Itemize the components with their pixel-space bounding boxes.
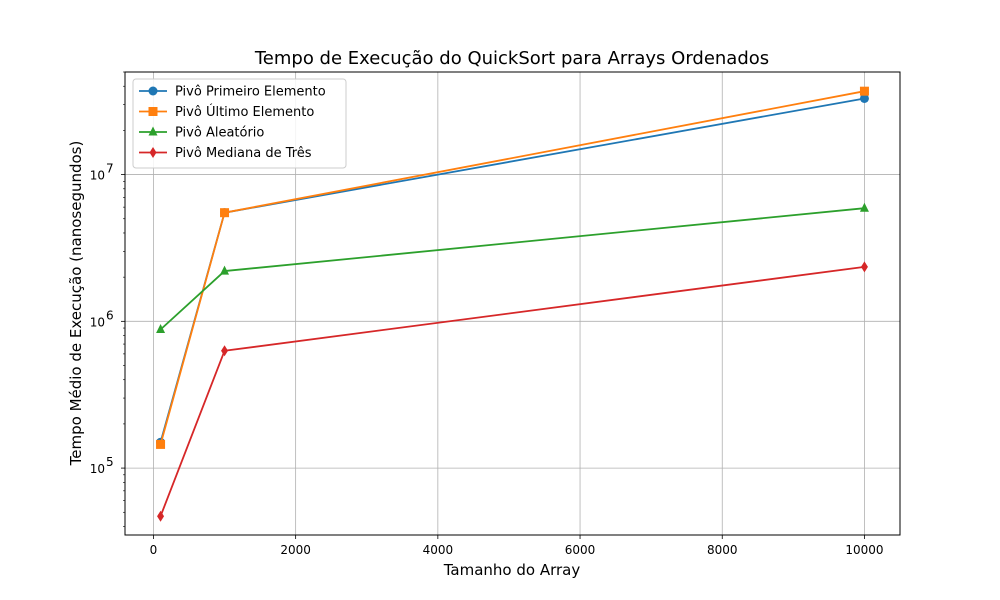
y-tick-base: 10 <box>90 169 105 183</box>
data-point-square <box>156 439 166 449</box>
x-axis-label: Tamanho do Array <box>443 561 581 579</box>
series-lines <box>156 86 869 522</box>
data-point-diamond <box>221 345 229 357</box>
legend-label: Pivô Aleatório <box>175 126 264 141</box>
legend-label: Pivô Último Elemento <box>175 104 314 120</box>
x-tick-label: 2000 <box>280 543 311 557</box>
x-tick-label: 10000 <box>845 543 883 557</box>
y-tick-label: 10 <box>90 169 105 183</box>
data-point-square <box>220 208 230 218</box>
x-tick-label: 4000 <box>423 543 454 557</box>
y-tick-base: 10 <box>90 462 105 476</box>
plot-frame <box>124 71 901 536</box>
y-tick-exponent: 6 <box>106 308 114 322</box>
legend-item: Pivô Mediana de Três <box>139 146 312 161</box>
y-tick-label: 10 <box>90 315 105 329</box>
series-3 <box>156 202 869 333</box>
legend-item: Pivô Aleatório <box>139 126 264 141</box>
legend-label: Pivô Mediana de Três <box>175 146 312 161</box>
y-axis-label: Tempo Médio de Execução (nanosegundos) <box>67 141 85 467</box>
series-4 <box>157 261 868 522</box>
data-point-square <box>859 86 869 96</box>
series-line <box>159 207 865 331</box>
legend-item: Pivô Último Elemento <box>139 104 314 120</box>
y-tick-label: 10 <box>90 462 105 476</box>
x-axis-ticks: 0 2000 4000 6000 8000 10000 <box>150 535 884 557</box>
data-point-square <box>148 107 158 116</box>
y-tick-exponent: 7 <box>106 162 114 176</box>
data-point-diamond <box>157 510 165 522</box>
data-point-triangle <box>148 126 158 136</box>
legend-label: Pivô Primeiro Elemento <box>175 85 326 100</box>
data-point-diamond <box>860 261 868 273</box>
y-tick-exponent: 5 <box>106 455 114 469</box>
y-tick-base: 10 <box>90 315 105 329</box>
legend: Pivô Primeiro Elemento Pivô Último Elemen… <box>132 78 347 169</box>
chart-title: Tempo de Execução do QuickSort para Arra… <box>254 48 769 69</box>
legend-item: Pivô Primeiro Elemento <box>139 85 326 100</box>
data-point-circle <box>148 86 158 96</box>
x-tick-label: 0 <box>150 543 158 557</box>
series-line <box>159 265 865 517</box>
data-point-triangle <box>220 265 230 275</box>
x-tick-label: 6000 <box>565 543 596 557</box>
series-2 <box>156 86 869 449</box>
data-point-circle <box>859 93 869 103</box>
legend-box <box>132 78 347 169</box>
data-point-triangle <box>156 323 166 333</box>
data-point-triangle <box>859 202 869 212</box>
x-tick-label: 8000 <box>707 543 738 557</box>
data-point-diamond <box>149 147 157 158</box>
